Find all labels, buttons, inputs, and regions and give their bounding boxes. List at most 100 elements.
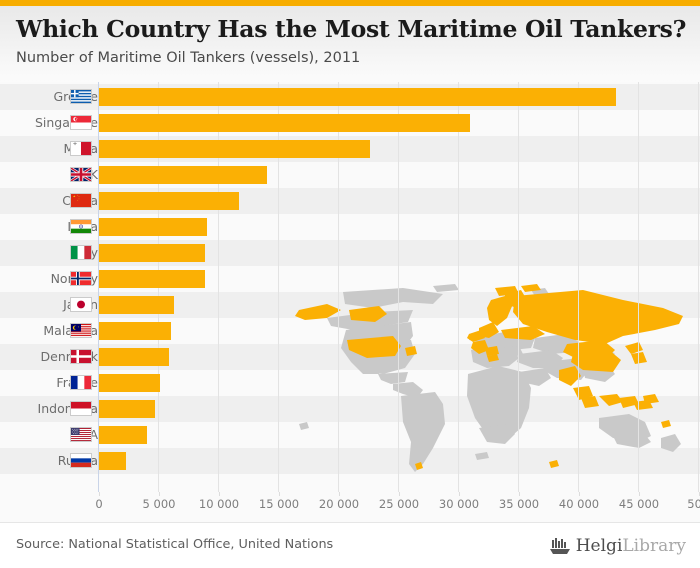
bar[interactable] bbox=[99, 166, 267, 184]
x-tick-label: 5 000 bbox=[142, 497, 176, 511]
category-label-cell: Italy bbox=[0, 240, 98, 266]
gridline bbox=[638, 82, 639, 492]
category-label-cell: France bbox=[0, 370, 98, 396]
bar[interactable] bbox=[99, 218, 207, 236]
x-tick-mark bbox=[279, 492, 280, 496]
category-label-cell: Denmark bbox=[0, 344, 98, 370]
flag-japan-icon bbox=[70, 297, 92, 312]
x-tick-label: 15 000 bbox=[258, 497, 300, 511]
x-tick-mark bbox=[639, 492, 640, 496]
bar-row: France bbox=[0, 370, 700, 396]
bar-row: India bbox=[0, 214, 700, 240]
flag-malta-icon bbox=[70, 141, 92, 156]
category-label-cell: UK bbox=[0, 162, 98, 188]
x-axis: 0 5 000 10 000 15 000 20 000 25 000 30 000 35 0… bbox=[0, 492, 700, 522]
flag-italy-icon bbox=[70, 245, 92, 260]
chart-footer: Source: National Statistical Office, Uni… bbox=[0, 522, 700, 568]
ship-logo-icon bbox=[549, 538, 570, 554]
x-tick-mark bbox=[339, 492, 340, 496]
flag-china-icon bbox=[70, 193, 92, 208]
logo-secondary-text: Library bbox=[622, 536, 686, 556]
category-label-cell: Malta bbox=[0, 136, 98, 162]
x-tick-mark bbox=[519, 492, 520, 496]
bar-row: Greece bbox=[0, 84, 700, 110]
page-subtitle: Number of Maritime Oil Tankers (vessels)… bbox=[16, 50, 361, 66]
gridline bbox=[278, 82, 279, 492]
plot-area: GreeceSingaporeMaltaUKChinaIndiaItalyNor… bbox=[0, 82, 700, 492]
bar-row: UK bbox=[0, 162, 700, 188]
flag-uk-icon bbox=[70, 167, 92, 182]
category-label-cell: Russia bbox=[0, 448, 98, 474]
bar[interactable] bbox=[99, 244, 205, 262]
flag-france-icon bbox=[70, 375, 92, 390]
x-tick-label: 30 000 bbox=[438, 497, 480, 511]
bar-row: Singapore bbox=[0, 110, 700, 136]
x-tick-mark bbox=[579, 492, 580, 496]
bar[interactable] bbox=[99, 400, 155, 418]
bar[interactable] bbox=[99, 192, 239, 210]
gridline bbox=[518, 82, 519, 492]
x-tick-label: 10 000 bbox=[198, 497, 240, 511]
x-tick-mark bbox=[99, 492, 100, 496]
bar[interactable] bbox=[99, 452, 126, 470]
bar-row: Japan bbox=[0, 292, 700, 318]
gridline bbox=[458, 82, 459, 492]
bar-row: China bbox=[0, 188, 700, 214]
x-tick-mark bbox=[219, 492, 220, 496]
flag-india-icon bbox=[70, 219, 92, 234]
bar-row: Indonesia bbox=[0, 396, 700, 422]
category-label-cell: Indonesia bbox=[0, 396, 98, 422]
source-note: Source: National Statistical Office, Uni… bbox=[16, 537, 334, 552]
x-tick-label: 45 000 bbox=[618, 497, 660, 511]
flag-malaysia-icon bbox=[70, 323, 92, 338]
bar-row: Denmark bbox=[0, 344, 700, 370]
value-axis-line bbox=[98, 82, 99, 492]
bar[interactable] bbox=[99, 270, 205, 288]
category-label-cell: Malaysia bbox=[0, 318, 98, 344]
bar[interactable] bbox=[99, 296, 174, 314]
gridline bbox=[578, 82, 579, 492]
bar-row: Italy bbox=[0, 240, 700, 266]
x-tick-mark bbox=[159, 492, 160, 496]
gridline bbox=[218, 82, 219, 492]
x-tick-label: 20 000 bbox=[318, 497, 360, 511]
bar[interactable] bbox=[99, 140, 370, 158]
gridline bbox=[398, 82, 399, 492]
category-label-cell: Japan bbox=[0, 292, 98, 318]
helgi-library-logo[interactable]: HelgiLibrary bbox=[549, 533, 686, 559]
x-tick-mark bbox=[459, 492, 460, 496]
flag-indonesia-icon bbox=[70, 401, 92, 416]
bar[interactable] bbox=[99, 374, 160, 392]
bar[interactable] bbox=[99, 322, 171, 340]
bar-row: USA bbox=[0, 422, 700, 448]
flag-greece-icon bbox=[70, 89, 92, 104]
bar-row: Malta bbox=[0, 136, 700, 162]
x-tick-label: 50 ... bbox=[687, 497, 700, 511]
category-label-cell: India bbox=[0, 214, 98, 240]
top-accent-bar bbox=[0, 0, 700, 6]
bar[interactable] bbox=[99, 114, 470, 132]
bar-row: Norway bbox=[0, 266, 700, 292]
flag-denmark-icon bbox=[70, 349, 92, 364]
category-label-cell: Greece bbox=[0, 84, 98, 110]
flag-russia-icon bbox=[70, 453, 92, 468]
bar-row: Malaysia bbox=[0, 318, 700, 344]
category-label-cell: Singapore bbox=[0, 110, 98, 136]
page-title: Which Country Has the Most Maritime Oil … bbox=[16, 15, 687, 43]
category-label-cell: USA bbox=[0, 422, 98, 448]
category-label-cell: China bbox=[0, 188, 98, 214]
category-label-cell: Norway bbox=[0, 266, 98, 292]
x-tick-mark bbox=[399, 492, 400, 496]
logo-primary-text: Helgi bbox=[575, 536, 623, 556]
bar[interactable] bbox=[99, 426, 147, 444]
flag-norway-icon bbox=[70, 271, 92, 286]
gridline bbox=[698, 82, 699, 492]
flag-usa-icon bbox=[70, 427, 92, 442]
chart-header: Which Country Has the Most Maritime Oil … bbox=[0, 6, 700, 82]
bar[interactable] bbox=[99, 88, 616, 106]
x-tick-label: 40 000 bbox=[558, 497, 600, 511]
x-tick-label: 0 bbox=[95, 497, 103, 511]
x-tick-label: 25 000 bbox=[378, 497, 420, 511]
bar[interactable] bbox=[99, 348, 169, 366]
